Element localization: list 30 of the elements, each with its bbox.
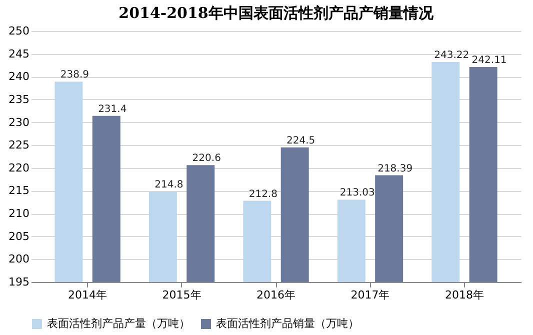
x-tick-label: 2015年	[162, 288, 202, 302]
y-tick-label: 225	[8, 138, 30, 152]
y-tick-label: 220	[8, 161, 30, 174]
data-label: 213.03	[340, 188, 375, 199]
data-label: 224.5	[286, 135, 316, 146]
y-tick-label: 205	[8, 230, 30, 243]
y-tick-label: 215	[8, 184, 30, 198]
data-label: 238.9	[60, 70, 90, 81]
y-tick-label: 250	[8, 24, 30, 38]
chart-title: 2014-2018年中国表面活性剂产品产销量情况	[118, 4, 434, 22]
y-tick-label: 195	[8, 276, 30, 288]
x-tick-label: 2014年	[68, 288, 108, 302]
data-label: 214.8	[154, 180, 184, 191]
y-tick-label: 230	[8, 116, 30, 129]
x-tick-label: 2017年	[350, 288, 390, 302]
x-tick-label: 2016年	[256, 288, 296, 302]
y-tick-label: 240	[8, 70, 30, 84]
data-label: 231.4	[98, 104, 127, 115]
y-tick-label: 210	[8, 207, 30, 220]
legend-label: 表面活性剂产品产量（万吨）	[47, 317, 190, 330]
data-label: 242.11	[472, 55, 507, 66]
legend-label: 表面活性剂产品销量（万吨）	[216, 317, 359, 330]
data-label: 243.22	[434, 50, 470, 61]
y-tick-label: 245	[8, 47, 30, 60]
y-tick-label: 200	[8, 252, 30, 266]
x-tick-label: 2018年	[444, 288, 484, 302]
data-label: 220.6	[192, 153, 221, 164]
y-tick-label: 235	[8, 92, 30, 106]
data-label: 212.8	[248, 188, 278, 200]
data-label: 218.39	[378, 163, 413, 174]
